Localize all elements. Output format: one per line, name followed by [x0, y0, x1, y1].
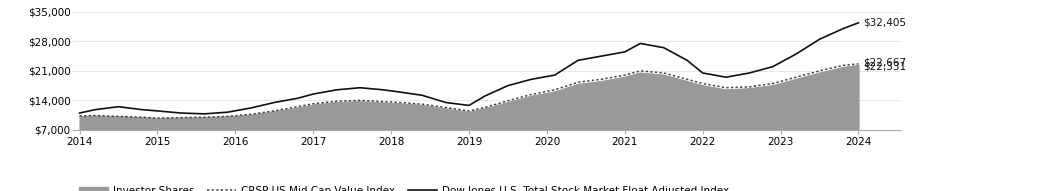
Text: $22,667: $22,667	[864, 57, 907, 67]
Legend: Investor Shares, CRSP US Mid Cap Value Index, Dow Jones U.S. Total Stock Market : Investor Shares, CRSP US Mid Cap Value I…	[79, 186, 729, 191]
Text: $22,331: $22,331	[864, 62, 907, 72]
Text: $32,405: $32,405	[864, 18, 907, 28]
